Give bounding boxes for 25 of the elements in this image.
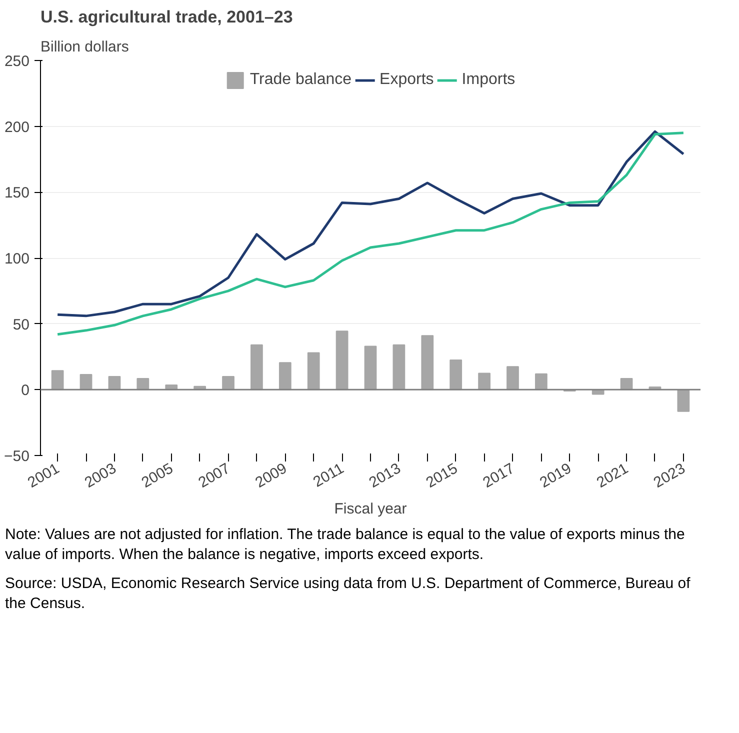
x-tick-label: 2009: [252, 460, 290, 492]
x-tick-label: 2013: [366, 460, 404, 492]
x-tick-label: 2011: [310, 460, 347, 491]
y-tick-label: 50: [12, 316, 30, 334]
text: Note: Values are not adjusted for inflation. The trade balance is equal to the value of exports minus the value of imports. When the balance is negative, imports exceed exports.: [5, 525, 686, 564]
x-tick-label: 2015: [423, 460, 461, 492]
y-tick-label: 0: [21, 382, 30, 400]
x-tick-label: 2007: [196, 460, 234, 492]
x-tick-label: 2019: [536, 460, 574, 492]
legend-label: Exports: [380, 71, 434, 89]
source-note: Source: USDA, Economic Research Service using data from U.S. Department of Commerce, Bureau of the Census.: [5, 574, 692, 613]
legend-label: Trade balance: [250, 71, 352, 89]
y-tick-label: 150: [4, 184, 30, 202]
x-tick-label: 2003: [82, 460, 120, 492]
y-axis-title: Billion dollars: [40, 38, 129, 56]
y-tick-label: 250: [4, 53, 30, 70]
x-tick-label: 2021: [594, 460, 632, 492]
x-tick-label: 2017: [480, 460, 518, 492]
y-tick-label: 100: [4, 250, 30, 268]
x-axis-title: Fiscal year: [334, 500, 407, 518]
chart-title: U.S. agricultural trade, 2001–23: [40, 8, 293, 26]
y-tick-label: 200: [4, 118, 30, 136]
x-tick-label: 2005: [138, 460, 176, 492]
legend-label: Imports: [462, 71, 516, 89]
x-tick-label: 2023: [650, 460, 688, 492]
